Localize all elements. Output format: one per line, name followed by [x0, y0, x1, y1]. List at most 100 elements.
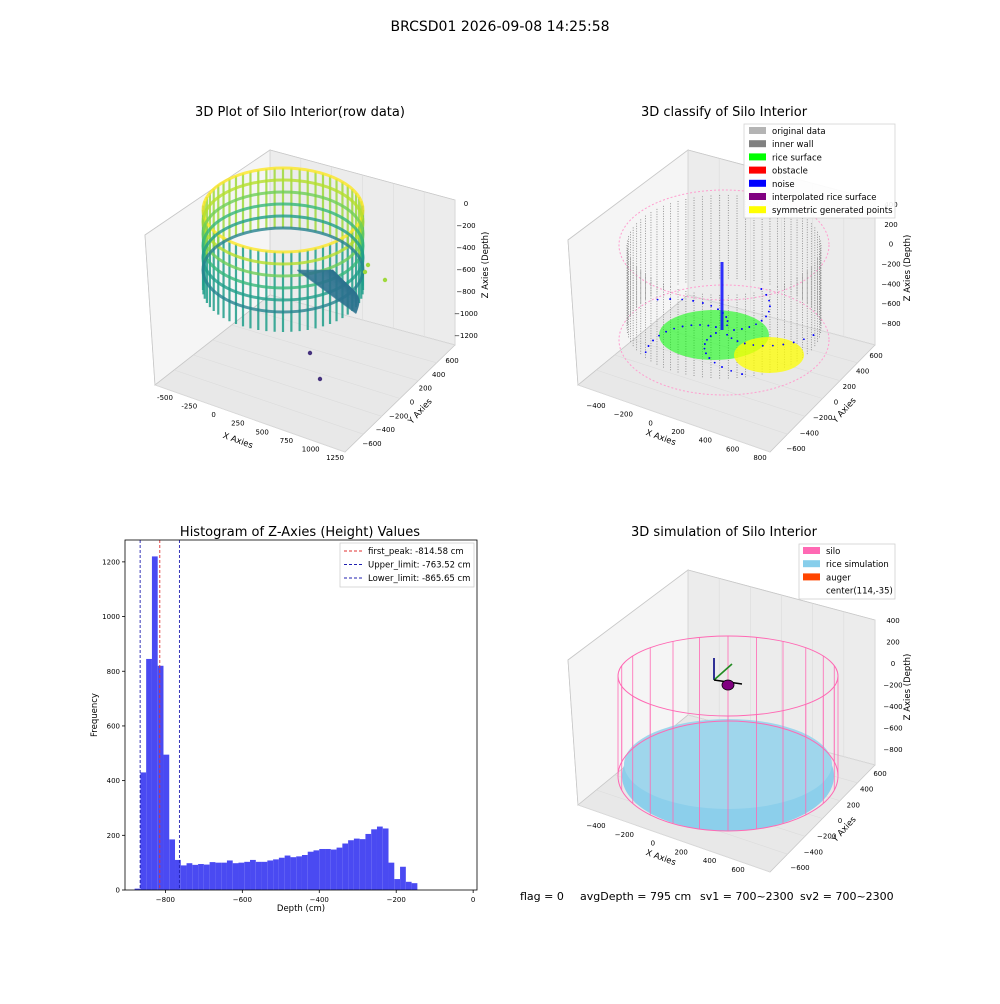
figure-suptitle: BRCSD01 2026-09-08 14:25:58: [390, 19, 609, 35]
raw-y-tick-label: 0: [410, 399, 414, 407]
simulation-legend: silo rice simulation auger center(114,-35): [798, 543, 896, 600]
simulation-legend-label: auger: [826, 573, 851, 583]
raw-z-label: Z Axies (Depth): [481, 232, 491, 299]
histogram-bar: [215, 862, 222, 890]
histogram-bar: [348, 840, 354, 890]
histogram-bar: [371, 829, 377, 890]
footer-flag: flag = 0: [520, 890, 564, 903]
histogram-chart: Histogram of Z-Axies (Height) Values −80…: [90, 525, 478, 914]
raw-x-tick-label: 1000: [302, 445, 320, 453]
histogram-bar: [238, 862, 245, 890]
classify-z-label: Z Axies (Depth): [903, 235, 913, 302]
classify-legend-label: noise: [772, 180, 795, 190]
histogram-bar: [146, 658, 152, 890]
histogram-y-tick-label: 0: [116, 887, 120, 895]
histogram-bar: [394, 879, 401, 890]
raw-x-tick-label: 0: [211, 411, 215, 419]
classify-legend-swatch: [749, 179, 766, 187]
cls-z-tick-label: −800: [881, 320, 900, 328]
histogram-bar: [267, 860, 274, 890]
histogram-bar: [250, 859, 256, 890]
histogram-y-ticks: 0 200 400 600 800 1000 1200: [102, 558, 125, 895]
histogram-bar: [301, 855, 308, 890]
histogram-bar: [221, 862, 227, 890]
cls-y-tick-label: 600: [869, 352, 882, 360]
histogram-bar: [232, 863, 239, 890]
cls-z-tick-label: −200: [881, 261, 900, 269]
classify-legend-label: obstacle: [772, 167, 808, 177]
classify-legend-swatch: [749, 166, 766, 174]
cls-x-tick-label: 800: [753, 454, 766, 462]
histogram-bar: [319, 848, 326, 890]
cls-x-tick-label: −400: [586, 402, 605, 410]
histogram-x-tick-label: −200: [387, 896, 406, 904]
histogram-bar: [278, 857, 285, 890]
classify-legend-swatch: [749, 140, 766, 148]
histogram-legend: first_peak: -814.58 cm Upper_limit: -763.…: [339, 542, 475, 588]
histogram-bar: [342, 843, 349, 890]
classify-3d-plot: 3D classify of Silo Interior −400 −200 0 20…: [567, 105, 913, 462]
raw-z-tick-label: −600: [456, 266, 475, 274]
histogram-bars: [134, 556, 418, 890]
histogram-y-tick-label: 200: [107, 832, 120, 840]
raw-x-tick-label: -500: [157, 394, 173, 402]
histogram-bar: [325, 848, 331, 890]
footer-avg-depth: avgDepth = 795 cm: [580, 890, 691, 903]
simulation-z-ticks: 400 200 0 −200 −400 −600 −800: [883, 617, 902, 754]
cls-z-tick-label: 200: [884, 221, 897, 229]
histogram-x-tick-label: −400: [310, 896, 329, 904]
histogram-bar: [175, 859, 181, 890]
histogram-bar: [273, 859, 279, 890]
raw-y-tick-label: −200: [389, 412, 408, 420]
histogram-bar: [151, 556, 158, 890]
histogram-x-tick-label: −800: [156, 896, 175, 904]
sim-x-tick-label: 0: [651, 840, 655, 848]
raw-x-ticks: -500 -250 0 250 500 750 1000 1250: [157, 394, 344, 462]
simulation-x-label: X Axies: [644, 848, 677, 868]
raw-x-tick-label: 250: [231, 420, 244, 428]
classify-legend-swatch: [749, 193, 766, 200]
sim-y-tick-label: −600: [790, 864, 809, 872]
sim-z-tick-label: 400: [886, 617, 899, 625]
sim-y-tick-label: 400: [860, 786, 873, 794]
raw-z-tick-label: −200: [456, 222, 475, 230]
histogram-bar: [353, 838, 360, 890]
raw-z-tick-label: −1200: [454, 332, 478, 340]
simulation-legend-swatch: [803, 560, 820, 568]
histogram-bar: [388, 862, 395, 890]
histogram-y-label: Frequency: [90, 693, 100, 737]
sim-x-tick-label: −400: [586, 822, 605, 830]
histogram-vlines: [139, 540, 180, 890]
classify-legend-label: interpolated rice surface: [772, 193, 877, 203]
raw-y-tick-label: 400: [432, 371, 445, 379]
sim-y-tick-label: 200: [847, 801, 860, 809]
classify-legend-swatch: [749, 127, 766, 134]
sim-x-tick-label: 200: [675, 848, 688, 856]
cls-x-tick-label: 0: [648, 419, 652, 427]
classify-legend-swatch: [749, 206, 766, 214]
sim-y-tick-label: −200: [817, 833, 836, 841]
sim-z-tick-label: −800: [883, 746, 902, 754]
histogram-bar: [296, 856, 302, 890]
classify-legend-label: inner wall: [772, 140, 813, 150]
histogram-bar: [198, 864, 204, 890]
histogram-frame: [124, 539, 478, 891]
raw-y-tick-label: 600: [445, 357, 458, 365]
histogram-bar: [330, 849, 337, 890]
cls-x-tick-label: 200: [671, 428, 684, 436]
simulation-3d-plot: 3D simulation of Silo Interior −400−2000…: [567, 525, 913, 874]
histogram-bar: [336, 847, 343, 890]
simulation-legend-label: silo: [826, 547, 840, 557]
raw-x-tick-label: 750: [280, 437, 293, 445]
simulation-legend-label: rice simulation: [826, 560, 889, 570]
cls-x-tick-label: 600: [726, 445, 739, 453]
classify-plot-title: 3D classify of Silo Interior: [641, 105, 808, 120]
histogram-y-tick-label: 800: [107, 668, 120, 676]
status-footer: flag = 0 avgDepth = 795 cm sv1 = 700~230…: [520, 890, 894, 903]
histogram-bar: [376, 826, 383, 890]
histogram-y-tick-label: 1200: [102, 558, 120, 566]
